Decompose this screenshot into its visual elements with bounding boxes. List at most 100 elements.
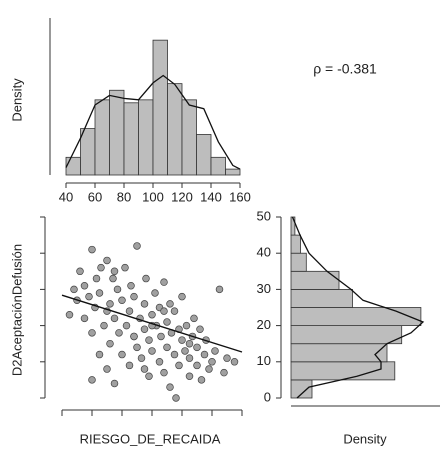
x-axis-title: RIESGO_DE_RECAIDA — [80, 431, 221, 446]
point — [160, 278, 168, 286]
point — [88, 245, 96, 254]
point — [103, 256, 111, 265]
point — [110, 267, 119, 276]
point — [220, 368, 228, 377]
bar — [290, 343, 388, 363]
point — [155, 358, 164, 366]
y-axis-title: Density — [9, 78, 24, 122]
point — [142, 274, 150, 283]
bar — [152, 39, 168, 176]
point — [106, 300, 114, 308]
point — [181, 347, 189, 355]
bar — [290, 234, 302, 254]
x-axis-title: Density — [343, 431, 387, 446]
point — [95, 350, 104, 359]
point — [95, 289, 104, 297]
point — [151, 289, 159, 297]
point — [80, 314, 89, 323]
x-tick-label: 100 — [142, 189, 164, 204]
point — [193, 343, 201, 352]
point — [211, 347, 219, 355]
point — [127, 282, 135, 290]
point — [200, 350, 209, 359]
y-tick-label: 20 — [257, 317, 271, 332]
bar — [181, 99, 197, 176]
bar — [290, 325, 403, 345]
point — [140, 300, 149, 308]
point — [88, 329, 96, 337]
point — [110, 314, 119, 323]
point — [80, 282, 89, 290]
x-tick-label: 160 — [229, 189, 251, 204]
point — [113, 285, 122, 294]
point — [65, 310, 74, 319]
bar — [167, 83, 183, 176]
bar — [290, 361, 396, 381]
point — [130, 332, 138, 341]
y-axis-title: D2AceptaciónDefusión — [9, 244, 24, 376]
correlation-annotation: ρ = -0.381 — [313, 61, 377, 77]
bar — [290, 307, 422, 327]
point — [125, 307, 134, 315]
point — [196, 325, 204, 333]
point — [85, 292, 93, 301]
point — [178, 292, 186, 301]
x-tick-label: 80 — [117, 189, 131, 204]
point — [145, 336, 153, 344]
point — [92, 274, 101, 283]
point — [115, 329, 123, 337]
point — [76, 267, 84, 276]
bar — [196, 134, 212, 176]
point — [160, 368, 168, 377]
bar — [65, 156, 81, 176]
point — [103, 365, 111, 373]
point — [178, 336, 186, 344]
point — [106, 339, 114, 348]
point — [133, 343, 141, 352]
point — [170, 307, 179, 315]
point — [88, 376, 96, 384]
point — [137, 354, 146, 362]
point — [215, 285, 224, 294]
point — [193, 361, 201, 370]
y-tick-label: 40 — [257, 245, 271, 260]
bar — [80, 128, 96, 176]
point — [145, 372, 153, 381]
x-tick-label: 60 — [88, 189, 102, 204]
bar — [290, 379, 313, 399]
point — [148, 310, 156, 319]
point — [140, 325, 149, 333]
point — [163, 343, 171, 352]
regression-line — [61, 294, 243, 353]
density-curve — [291, 216, 425, 399]
point — [208, 358, 216, 366]
bar — [290, 252, 307, 272]
point — [148, 347, 156, 355]
point — [185, 339, 194, 348]
y-tick-label: 0 — [264, 389, 271, 404]
point — [197, 376, 206, 384]
x-tick-label: 40 — [59, 189, 73, 204]
point — [163, 318, 171, 326]
bar — [94, 99, 110, 176]
point — [157, 332, 165, 341]
point — [122, 321, 131, 330]
x-tick-label: 120 — [171, 189, 193, 204]
point — [109, 274, 117, 283]
bar — [210, 156, 226, 176]
point — [130, 292, 138, 301]
bar — [225, 168, 241, 176]
y-tick-label: 10 — [257, 353, 271, 368]
point — [125, 361, 134, 370]
point — [118, 296, 126, 305]
point — [118, 350, 126, 359]
point — [223, 354, 231, 362]
density-curve — [65, 74, 241, 170]
bar — [123, 102, 139, 176]
bar — [290, 270, 340, 290]
point — [166, 383, 174, 391]
point — [110, 379, 119, 388]
bar — [109, 89, 125, 176]
point — [133, 242, 141, 250]
